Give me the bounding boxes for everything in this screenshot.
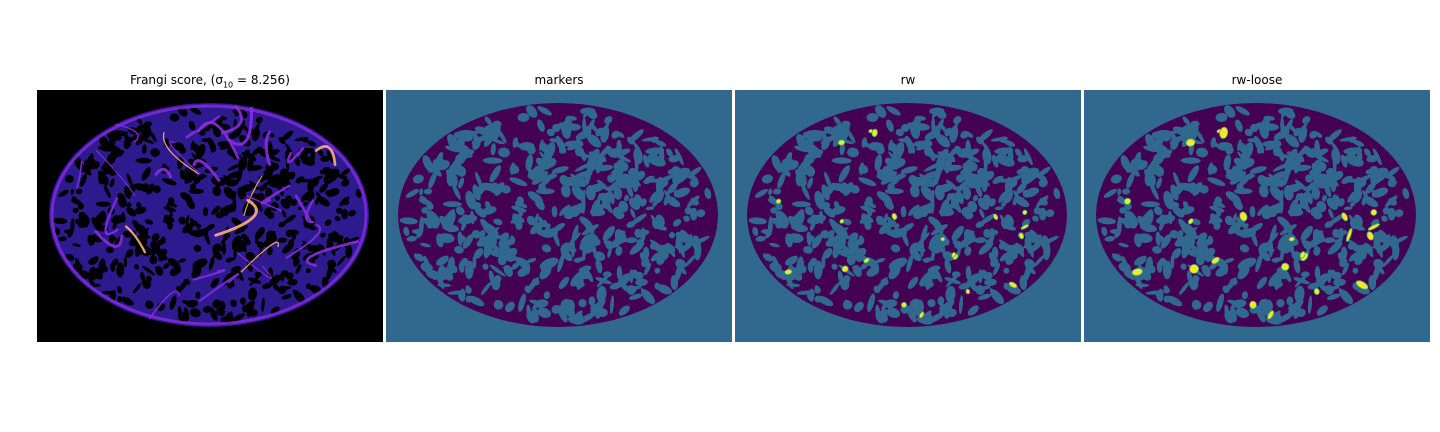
markers-image	[386, 90, 732, 342]
rw-loose-title: rw-loose	[1231, 73, 1283, 87]
rw-image	[735, 90, 1081, 342]
frangi-image	[37, 90, 383, 342]
rw-loose-image	[1084, 90, 1430, 342]
rw-title: rw	[900, 73, 916, 87]
frangi-title: Frangi score, (σ10 = 8.256)	[130, 73, 290, 90]
markers-title: markers	[534, 73, 584, 87]
